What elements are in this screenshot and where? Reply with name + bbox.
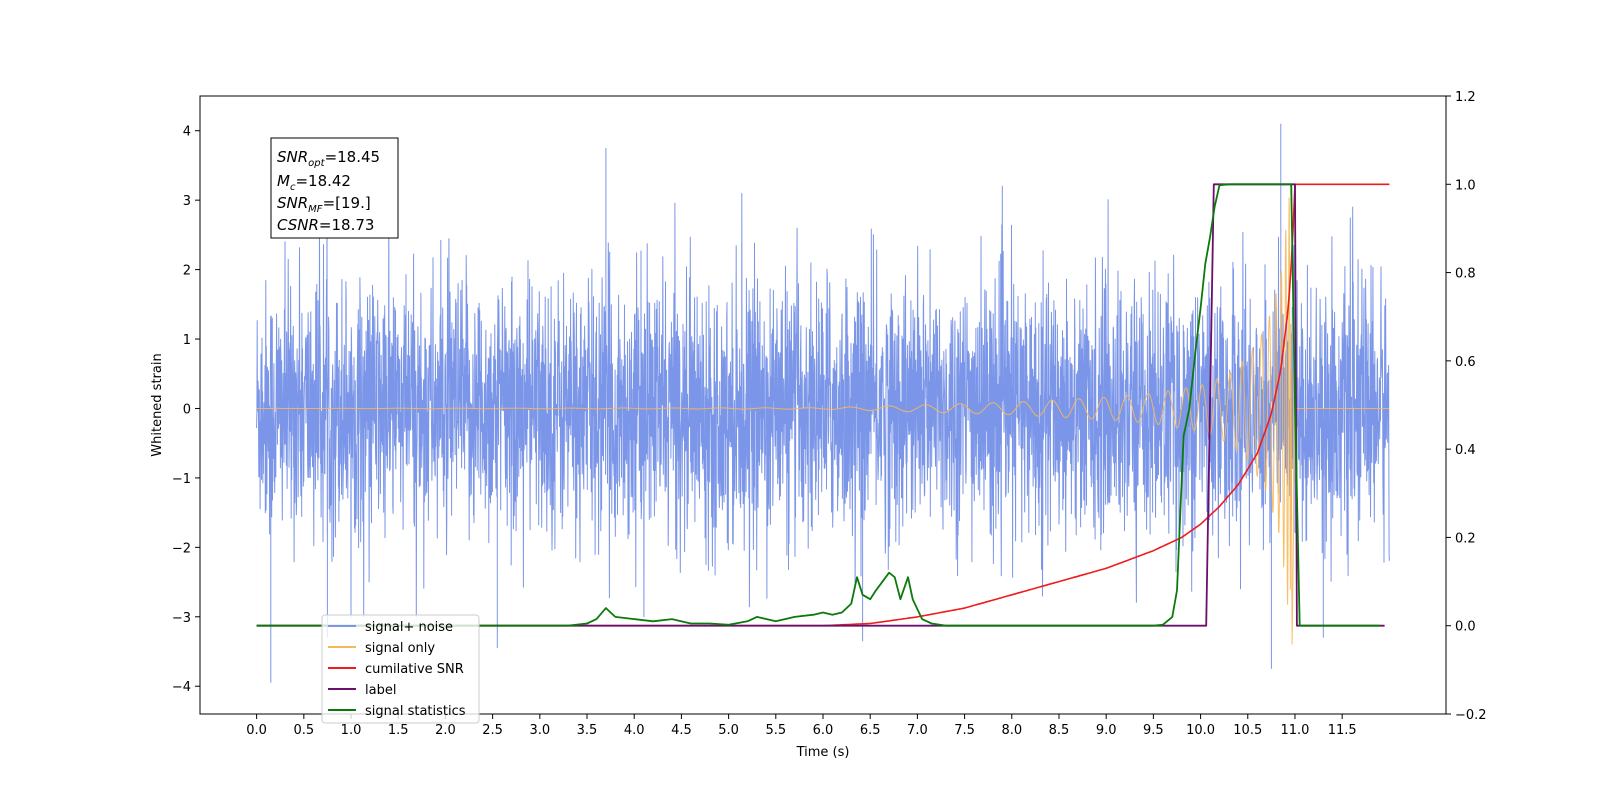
legend: signal+ noise signal only cumilative SNR… xyxy=(321,614,480,724)
y-tick-label: 0 xyxy=(183,402,191,417)
x-tick-label: 0.5 xyxy=(293,723,314,738)
x-tick-label: 8.0 xyxy=(1001,723,1022,738)
y-tick-label: −3 xyxy=(172,611,191,626)
legend-label-signal-only: signal only xyxy=(365,641,435,656)
x-tick-label: 3.0 xyxy=(529,723,550,738)
stats-snr-opt: SNRopt=18.45 xyxy=(277,148,380,169)
y-tick-label: −1 xyxy=(172,472,191,487)
y2-tick-label: 0.6 xyxy=(1455,355,1476,370)
x-tick-label: 1.0 xyxy=(341,723,362,738)
x-tick-label: 11.5 xyxy=(1328,723,1357,738)
y2-tick-label: 0.0 xyxy=(1455,620,1476,635)
x-tick-label: 7.5 xyxy=(954,723,975,738)
y2-tick-label: 1.2 xyxy=(1455,90,1476,105)
x-tick-label: 9.5 xyxy=(1143,723,1164,738)
x-tick-label: 6.0 xyxy=(813,723,834,738)
y2-tick-label: 0.4 xyxy=(1455,443,1476,458)
y-tick-label: 4 xyxy=(183,125,191,140)
stats-box-frame xyxy=(270,137,399,239)
x-tick-label: 5.0 xyxy=(718,723,739,738)
x-tick-label: 2.5 xyxy=(482,723,503,738)
x-tick-label: 5.5 xyxy=(765,723,786,738)
series-signal-noise-line xyxy=(256,123,1390,683)
x-tick-label: 3.5 xyxy=(577,723,598,738)
x-tick-label: 10.0 xyxy=(1186,723,1215,738)
x-tick-label: 4.5 xyxy=(671,723,692,738)
y-axis-right: −0.2 0.0 0.2 0.4 0.6 0.8 1.0 1.2 xyxy=(1446,90,1487,723)
series-signal-statistics-line xyxy=(256,183,1380,627)
series-signal-only-line xyxy=(256,197,1390,645)
y2-tick-label: 0.2 xyxy=(1455,531,1476,546)
y-axis-left: −4 −3 −2 −1 0 1 2 3 4 xyxy=(172,125,200,695)
x-tick-label: 9.0 xyxy=(1096,723,1117,738)
legend-label-signal-statistics: signal statistics xyxy=(365,704,466,719)
stats-box: SNRopt=18.45 Mc=18.42 SNRMF=[19.] CSNR=1… xyxy=(270,137,399,239)
legend-frame xyxy=(321,614,480,724)
x-tick-label: 4.0 xyxy=(624,723,645,738)
x-tick-label: 11.0 xyxy=(1280,723,1309,738)
x-tick-label: 6.5 xyxy=(860,723,881,738)
stats-csnr: CSNR=18.73 xyxy=(277,216,374,234)
x-tick-label: 7.0 xyxy=(907,723,928,738)
stats-mc: Mc=18.42 xyxy=(277,172,351,193)
legend-label-signal-noise: signal+ noise xyxy=(365,620,453,635)
legend-label-label: label xyxy=(365,683,396,698)
x-tick-label: 0.0 xyxy=(246,723,267,738)
y-tick-label: 2 xyxy=(183,264,191,279)
y2-tick-label: 1.0 xyxy=(1455,178,1476,193)
y-tick-label: −4 xyxy=(172,680,191,695)
plot-series-group xyxy=(256,123,1390,683)
legend-label-cumilative-snr: cumilative SNR xyxy=(365,662,464,677)
x-tick-label: 1.5 xyxy=(388,723,409,738)
y-tick-label: 1 xyxy=(183,333,191,348)
y-tick-label: −2 xyxy=(172,541,191,556)
x-axis: 0.0 0.5 1.0 1.5 2.0 2.5 3.0 3.5 4.0 4.5 5.0 5.5 6.0 6… xyxy=(246,714,1357,738)
x-tick-label: 2.0 xyxy=(435,723,456,738)
y-tick-label: 3 xyxy=(183,194,191,209)
x-tick-label: 8.5 xyxy=(1049,723,1070,738)
stats-snr-mf: SNRMF=[19.] xyxy=(277,194,371,215)
y-axis-label: Whitened strain xyxy=(150,353,165,456)
y2-tick-label: −0.2 xyxy=(1455,708,1487,723)
x-tick-label: 10.5 xyxy=(1233,723,1262,738)
y2-tick-label: 0.8 xyxy=(1455,267,1476,282)
x-axis-label: Time (s) xyxy=(796,745,850,760)
